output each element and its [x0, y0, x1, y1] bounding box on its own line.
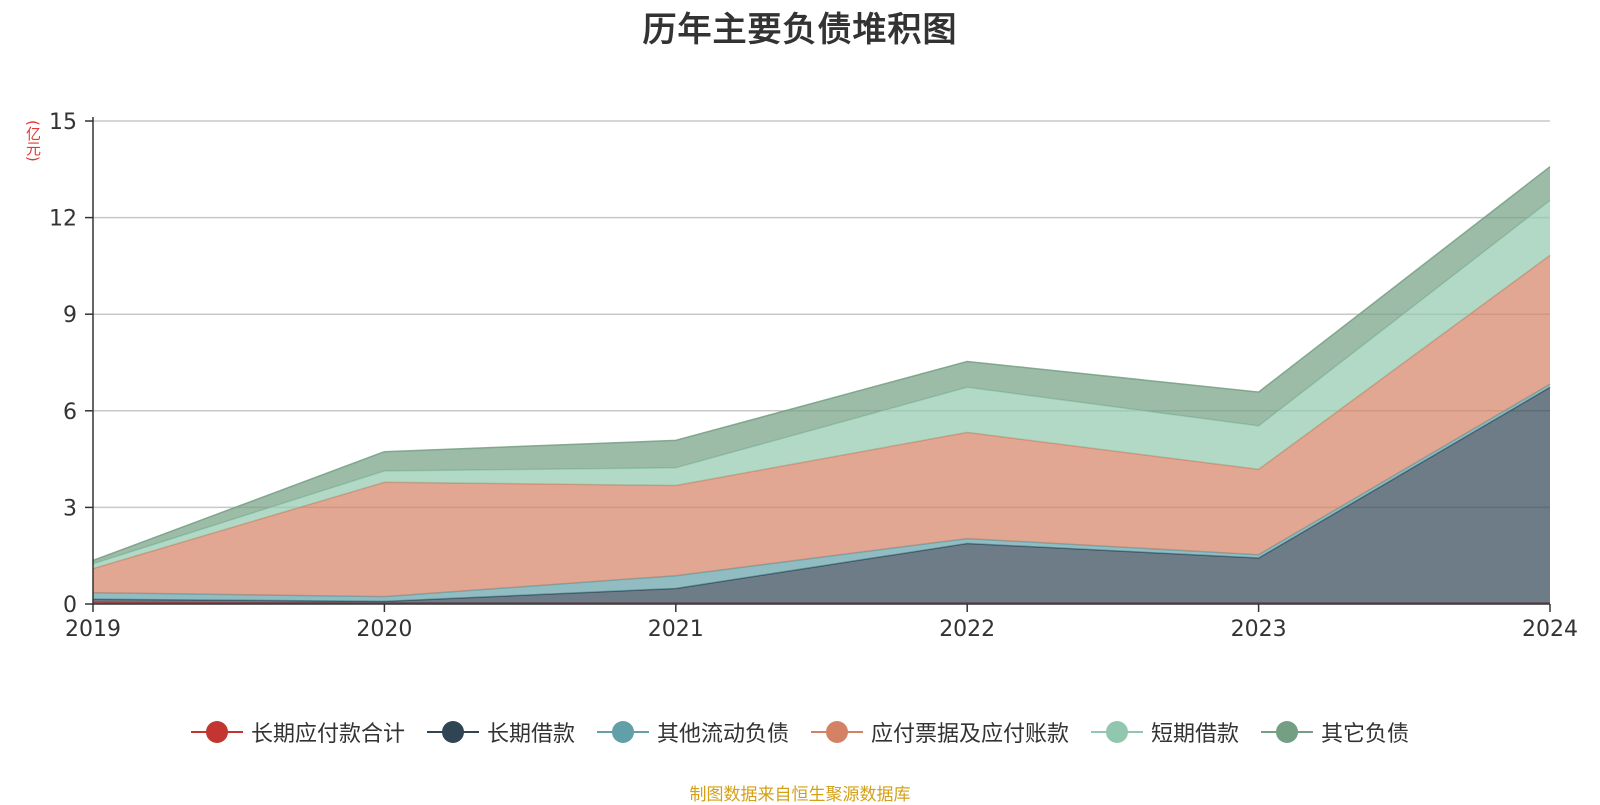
- legend-label: 长期借款: [486, 722, 575, 747]
- x-tick-label: 2023: [1231, 617, 1287, 642]
- legend-marker-icon: [426, 720, 479, 744]
- legend-marker-icon: [190, 720, 243, 744]
- x-tick-label: 2024: [1522, 617, 1578, 642]
- legend-label: 其它负债: [1321, 722, 1410, 747]
- legend-item-1[interactable]: 长期应付款合计: [190, 716, 405, 748]
- y-axis-unit-label: (亿元): [24, 120, 42, 162]
- area-series-5: [93, 200, 1550, 569]
- legend-item-3[interactable]: 其他流动负债: [596, 716, 789, 748]
- legend-label: 其他流动负债: [656, 722, 789, 747]
- legend-item-4[interactable]: 应付票据及应付账款: [811, 716, 1069, 748]
- area-series-2: [93, 387, 1550, 603]
- area-series-6: [93, 166, 1550, 564]
- x-tick-label: 2022: [939, 617, 995, 642]
- x-tick-label: 2021: [648, 617, 704, 642]
- x-tick-label: 2019: [65, 617, 121, 642]
- series-line-6: [92, 166, 1551, 562]
- area-series: [92, 166, 1551, 604]
- legend-marker-icon: [596, 720, 649, 744]
- area-series-4: [93, 255, 1550, 597]
- y-tick-label: 9: [63, 303, 77, 328]
- area-series-3: [93, 384, 1550, 602]
- legend-item-2[interactable]: 长期借款: [426, 716, 575, 748]
- chart-title: 历年主要负债堆积图: [642, 10, 958, 50]
- y-tick-label: 15: [49, 110, 77, 135]
- x-tick-label: 2020: [356, 617, 412, 642]
- legend-label: 长期应付款合计: [250, 722, 405, 747]
- legend-item-6[interactable]: 其它负债: [1261, 716, 1409, 748]
- legend-marker-icon: [811, 720, 863, 744]
- y-tick-label: 12: [49, 207, 77, 232]
- legend-marker-icon: [1091, 720, 1144, 744]
- legend-marker-icon: [1261, 720, 1314, 744]
- stacked-area-chart: 0 3 6 9 12 15 2019 2020 2021 2022 2023 2024: [49, 110, 1578, 642]
- y-tick-label: 3: [63, 496, 77, 521]
- y-tick-label: 6: [63, 400, 77, 425]
- data-source-note: 制图数据来自恒生聚源数据库: [689, 785, 911, 805]
- axes: 0 3 6 9 12 15 2019 2020 2021 2022 2023 2024: [49, 110, 1578, 642]
- legend-label: 应付票据及应付账款: [871, 722, 1070, 747]
- legend-item-5[interactable]: 短期借款: [1091, 716, 1239, 748]
- y-tick-label: 0: [63, 593, 77, 618]
- legend: 长期应付款合计 长期借款 其他流动负债 应付票据及应付账款 短期借款 其它负债: [0, 716, 1600, 748]
- legend-label: 短期借款: [1151, 722, 1240, 747]
